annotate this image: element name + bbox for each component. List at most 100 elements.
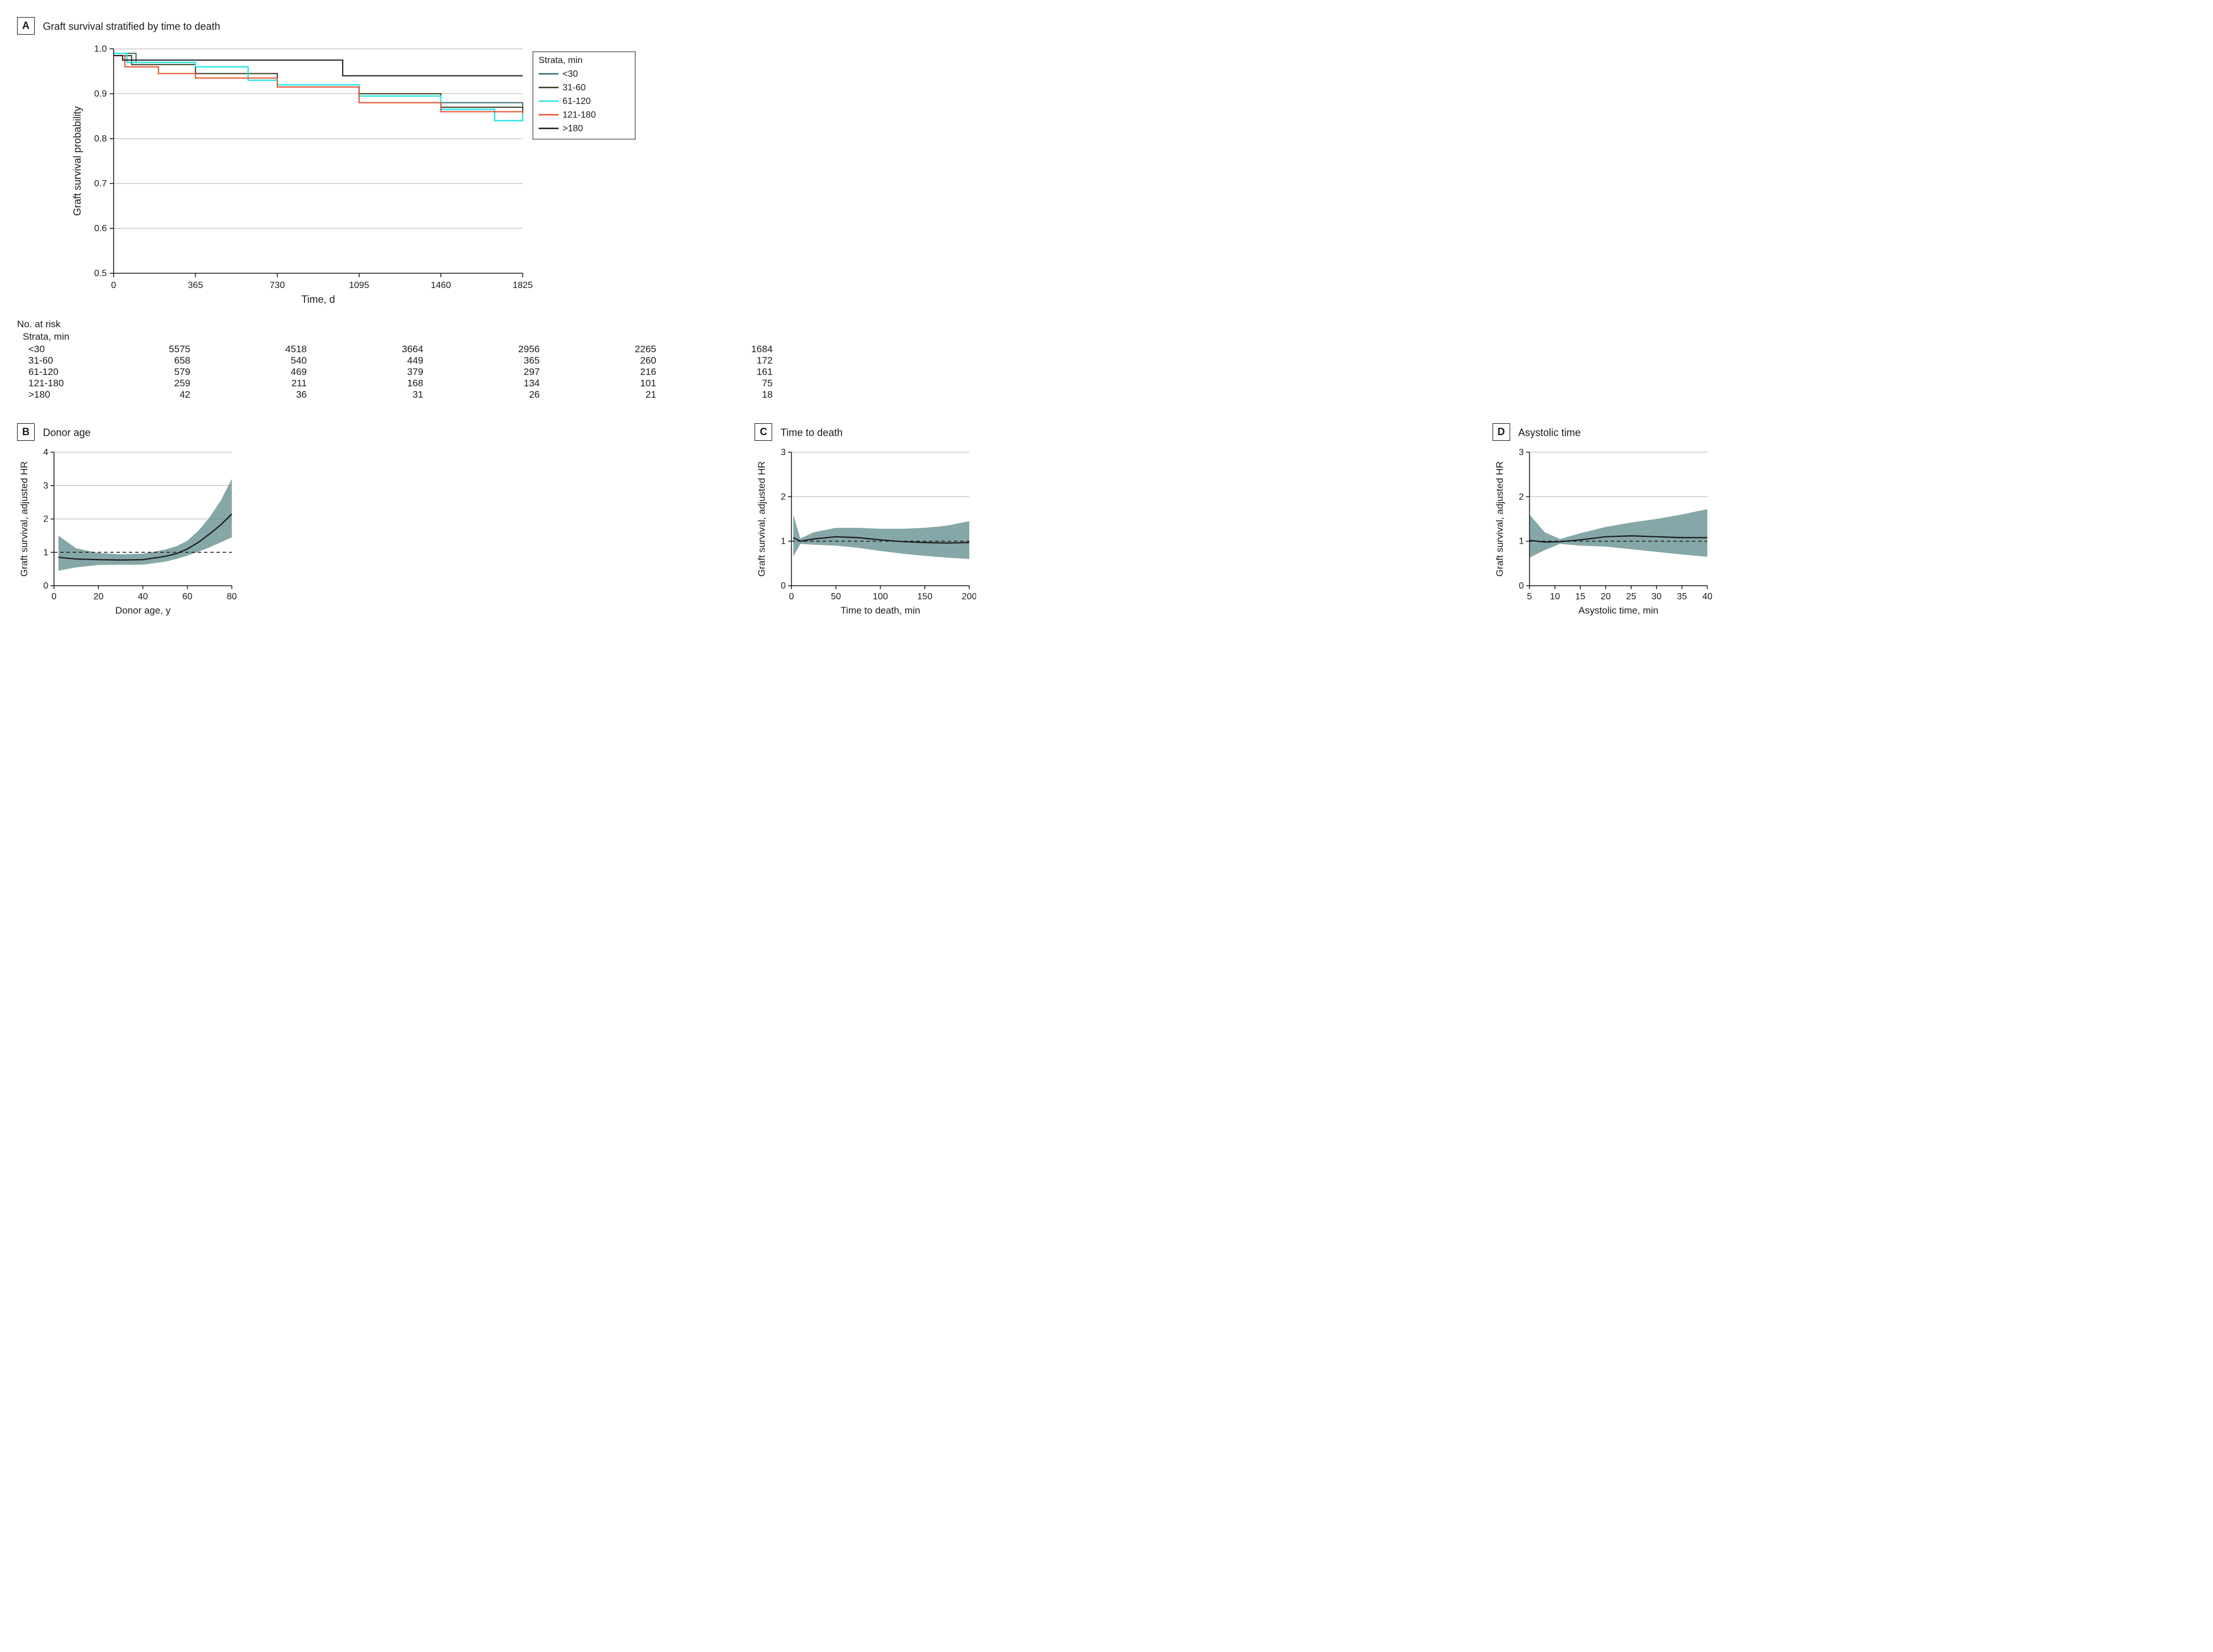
risk-cell: 3664 (324, 344, 440, 355)
svg-text:0: 0 (52, 592, 57, 602)
risk-row-label: >180 (17, 389, 91, 401)
risk-cell: 211 (207, 378, 324, 389)
svg-text:0: 0 (789, 592, 794, 602)
svg-text:150: 150 (918, 592, 933, 602)
svg-text:Graft survival, adjusted HR: Graft survival, adjusted HR (1494, 461, 1505, 577)
svg-text:200: 200 (962, 592, 976, 602)
svg-text:40: 40 (138, 592, 148, 602)
svg-text:10: 10 (1549, 592, 1560, 602)
panel-b-title: Donor age (43, 427, 90, 438)
panel-a-title: Graft survival stratified by time to dea… (43, 20, 220, 32)
svg-text:Time, d: Time, d (301, 294, 335, 305)
svg-text:>180: >180 (562, 124, 583, 134)
svg-text:Strata, min: Strata, min (539, 56, 582, 65)
svg-text:121-180: 121-180 (562, 110, 596, 120)
svg-text:30: 30 (1651, 592, 1661, 602)
risk-cell: 216 (557, 366, 673, 378)
risk-cell: 259 (91, 378, 207, 389)
risk-cell: 1684 (673, 344, 790, 355)
svg-text:Graft survival, adjusted HR: Graft survival, adjusted HR (756, 461, 767, 577)
svg-text:15: 15 (1575, 592, 1585, 602)
risk-cell: 42 (91, 389, 207, 401)
risk-cell: 5575 (91, 344, 207, 355)
risk-row: 31-60658540449365260172 (17, 355, 2196, 366)
svg-text:25: 25 (1626, 592, 1636, 602)
svg-text:Graft survival probability: Graft survival probability (72, 106, 83, 216)
risk-cell: 168 (324, 378, 440, 389)
svg-text:60: 60 (182, 592, 193, 602)
risk-cell: 658 (91, 355, 207, 366)
risk-cell: 379 (324, 366, 440, 378)
svg-text:3: 3 (1519, 448, 1524, 457)
svg-text:1: 1 (43, 548, 48, 557)
svg-text:3: 3 (43, 481, 48, 491)
risk-row-label: 61-120 (17, 366, 91, 378)
risk-subheader: Strata, min (17, 331, 2196, 343)
svg-text:5: 5 (1527, 592, 1532, 602)
svg-text:61-120: 61-120 (562, 97, 591, 106)
risk-cell: 26 (440, 389, 557, 401)
risk-cell: 31 (324, 389, 440, 401)
svg-text:<30: <30 (562, 69, 578, 79)
panel-c-title: Time to death (781, 427, 843, 438)
panel-b-chart: 02040608001234Donor age, yGraft survival… (17, 447, 239, 617)
svg-text:0: 0 (781, 581, 786, 591)
risk-row-label: <30 (17, 344, 91, 355)
risk-cell: 4518 (207, 344, 324, 355)
svg-text:0: 0 (111, 281, 116, 290)
svg-text:Graft survival, adjusted HR: Graft survival, adjusted HR (19, 461, 30, 577)
svg-text:0: 0 (43, 581, 48, 591)
svg-text:Asystolic time, min: Asystolic time, min (1578, 605, 1658, 616)
svg-text:80: 80 (227, 592, 237, 602)
risk-cell: 36 (207, 389, 324, 401)
risk-cell: 172 (673, 355, 790, 366)
svg-text:0.9: 0.9 (94, 89, 107, 99)
risk-row: 121-18025921116813410175 (17, 378, 2196, 389)
risk-cell: 21 (557, 389, 673, 401)
svg-text:730: 730 (270, 281, 285, 290)
risk-cell: 2956 (440, 344, 557, 355)
svg-text:4: 4 (43, 448, 48, 457)
svg-text:0.7: 0.7 (94, 179, 107, 189)
svg-text:35: 35 (1677, 592, 1687, 602)
risk-cell: 297 (440, 366, 557, 378)
svg-text:3: 3 (781, 448, 786, 457)
risk-cell: 134 (440, 378, 557, 389)
risk-cell: 579 (91, 366, 207, 378)
svg-text:0: 0 (1519, 581, 1524, 591)
svg-text:Time to death, min: Time to death, min (841, 605, 920, 616)
panel-d-title: Asystolic time (1518, 427, 1581, 438)
panel-c-chart: 0501001502000123Time to death, minGraft … (755, 447, 976, 617)
svg-text:0.5: 0.5 (94, 269, 107, 278)
svg-text:1095: 1095 (349, 281, 369, 290)
svg-text:1460: 1460 (431, 281, 451, 290)
panel-a-label: A (17, 17, 35, 35)
svg-text:31-60: 31-60 (562, 83, 586, 93)
svg-text:0.6: 0.6 (94, 224, 107, 233)
panel-c: C Time to death 0501001502000123Time to … (755, 423, 1458, 620)
panel-c-label: C (755, 423, 772, 441)
risk-cell: 161 (673, 366, 790, 378)
risk-header: No. at risk (17, 319, 2196, 330)
risk-row-label: 31-60 (17, 355, 91, 366)
svg-text:20: 20 (93, 592, 103, 602)
svg-text:40: 40 (1702, 592, 1712, 602)
risk-row: <30557545183664295622651684 (17, 344, 2196, 355)
bottom-row: B Donor age 02040608001234Donor age, yGr… (17, 423, 2196, 620)
svg-text:20: 20 (1601, 592, 1611, 602)
svg-text:2: 2 (1519, 492, 1524, 502)
risk-cell: 18 (673, 389, 790, 401)
risk-cell: 2265 (557, 344, 673, 355)
svg-text:1.0: 1.0 (94, 44, 107, 54)
panel-b: B Donor age 02040608001234Donor age, yGr… (17, 423, 720, 620)
svg-text:365: 365 (188, 281, 203, 290)
panel-d: D Asystolic time 5101520253035400123Asys… (1493, 423, 2196, 620)
panel-d-chart: 5101520253035400123Asystolic time, minGr… (1493, 447, 1714, 617)
risk-cell: 365 (440, 355, 557, 366)
risk-row-label: 121-180 (17, 378, 91, 389)
risk-row: 61-120579469379297216161 (17, 366, 2196, 378)
panel-b-label: B (17, 423, 35, 441)
panel-a: A Graft survival stratified by time to d… (17, 17, 2196, 401)
svg-text:100: 100 (873, 592, 888, 602)
svg-text:0.8: 0.8 (94, 134, 107, 144)
